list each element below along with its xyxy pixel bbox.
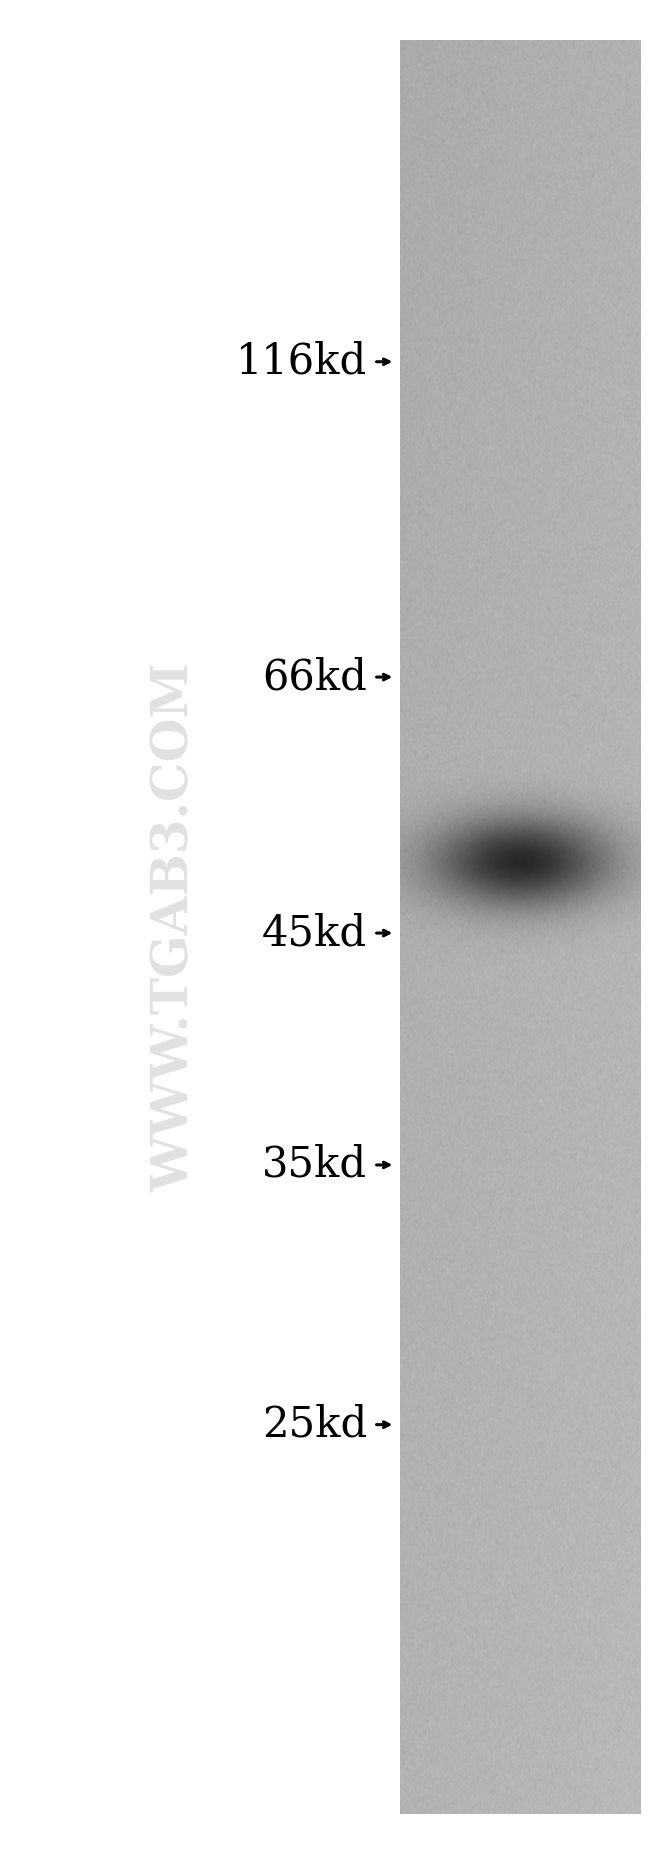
Text: WWW.TGAB3.COM: WWW.TGAB3.COM [151, 662, 200, 1193]
Text: 45kd: 45kd [262, 913, 367, 953]
Text: 116kd: 116kd [236, 341, 367, 382]
Text: 35kd: 35kd [262, 1145, 367, 1185]
Text: 25kd: 25kd [262, 1404, 367, 1445]
Text: 66kd: 66kd [263, 657, 367, 697]
